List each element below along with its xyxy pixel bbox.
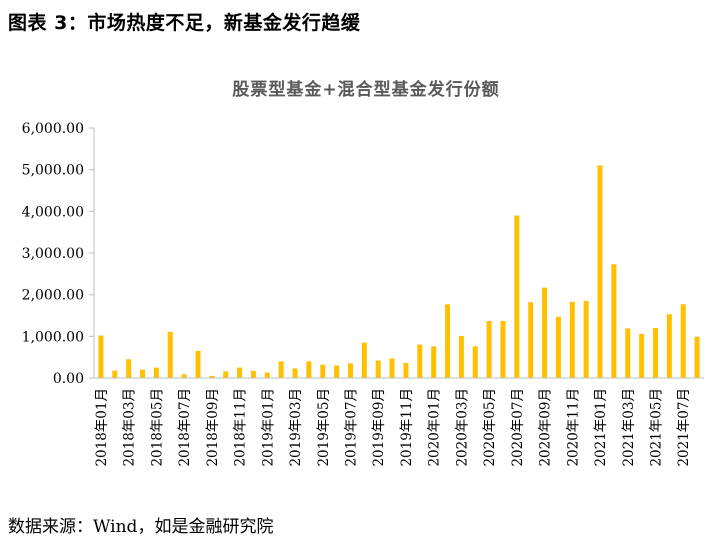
bar (500, 320, 506, 378)
bar (153, 367, 159, 378)
x-tick-label: 2020年09月 (538, 388, 554, 467)
bar (458, 335, 464, 378)
figure-caption: 图表 3：市场热度不足，新基金发行趋缓 (8, 12, 361, 34)
bar (597, 165, 603, 378)
x-tick-label: 2019年07月 (343, 388, 359, 467)
bar (666, 314, 672, 378)
y-tick-label: 3,000.00 (22, 246, 84, 262)
bar (486, 320, 492, 378)
x-tick-label: 2018年09月 (205, 388, 221, 467)
bar (264, 372, 270, 378)
bar (625, 328, 631, 378)
bar (611, 264, 617, 378)
bar (652, 328, 658, 378)
x-tick-label: 2019年03月 (288, 388, 304, 467)
bar (431, 346, 437, 378)
bar (334, 365, 340, 378)
bars (98, 165, 700, 378)
bar (278, 361, 284, 378)
bar (98, 335, 104, 378)
bar (181, 374, 187, 378)
bar (195, 350, 201, 378)
x-tick-label: 2021年07月 (676, 388, 692, 467)
bar (639, 333, 645, 378)
bar (403, 363, 409, 378)
y-tick-label: 1,000.00 (22, 329, 84, 345)
x-axis: 2018年01月 2018年03月 2018年05月 2018年07月 2018年09月… (94, 377, 704, 467)
x-tick-label: 2018年07月 (177, 388, 193, 467)
x-tick-label: 2020年03月 (454, 388, 470, 467)
source-note: 数据来源：Wind，如是金融研究院 (8, 517, 274, 537)
chart-title: 股票型基金+混合型基金发行份额 (232, 79, 499, 100)
x-tick-label: 2019年11月 (399, 388, 415, 467)
bar (209, 375, 215, 378)
x-tick-label: 2018年11月 (233, 388, 249, 467)
x-tick-label: 2018年01月 (94, 388, 110, 467)
x-tick-label: 2019年09月 (371, 388, 387, 467)
bar-chart: 股票型基金+混合型基金发行份额 0.00 1,000.00 2,000.00 3,00… (22, 79, 704, 467)
x-tick-label: 2021年05月 (648, 388, 664, 467)
y-tick-label: 4,000.00 (22, 204, 84, 220)
x-tick-label: 2020年07月 (510, 388, 526, 467)
x-tick-label: 2020年01月 (427, 388, 443, 467)
x-tick-label: 2019年01月 (260, 388, 276, 467)
y-tick-label: 0.00 (53, 371, 84, 387)
bar (514, 215, 520, 378)
bar (569, 301, 575, 378)
y-axis: 0.00 1,000.00 2,000.00 3,000.00 4,000.00 5,00… (22, 121, 95, 387)
bar (250, 370, 256, 378)
bar (375, 360, 381, 378)
bar (472, 346, 478, 378)
x-tick-label: 2021年01月 (593, 388, 609, 467)
bar (389, 358, 395, 378)
x-tick-label: 2020年11月 (565, 388, 581, 467)
x-tick-label: 2019年05月 (316, 388, 332, 467)
bar (583, 300, 589, 378)
bar (680, 304, 686, 378)
y-tick-label: 6,000.00 (22, 121, 84, 137)
bar (126, 359, 132, 378)
x-tick-label: 2018年03月 (122, 388, 138, 467)
y-tick-label: 5,000.00 (22, 163, 84, 179)
bar (555, 316, 561, 378)
bar (167, 331, 173, 378)
bar (237, 367, 243, 378)
y-tick-label: 2,000.00 (22, 288, 84, 304)
bar (112, 370, 118, 378)
bar (292, 368, 298, 378)
bar (347, 363, 353, 378)
bar (306, 361, 312, 378)
bar (528, 302, 534, 378)
x-tick-label: 2018年05月 (149, 388, 165, 467)
bar (361, 342, 367, 378)
bar (140, 369, 146, 378)
bar (542, 287, 548, 378)
bar (445, 304, 451, 378)
bar (694, 336, 700, 378)
bar (417, 344, 423, 378)
x-tick-label: 2021年03月 (621, 388, 637, 467)
bar (320, 364, 326, 378)
x-tick-label: 2020年05月 (482, 388, 498, 467)
bar (223, 371, 229, 378)
